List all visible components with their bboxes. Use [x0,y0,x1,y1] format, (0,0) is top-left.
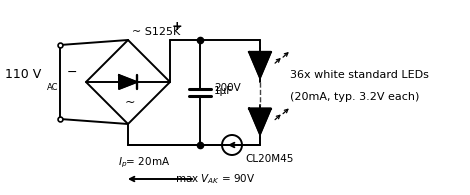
Text: ~ S125K: ~ S125K [132,27,180,37]
Text: 1μF: 1μF [214,86,233,96]
Text: (20mA, typ. 3.2V each): (20mA, typ. 3.2V each) [290,92,419,102]
Polygon shape [249,52,271,78]
Text: ~: ~ [125,96,135,108]
Text: 200V: 200V [214,83,241,93]
Text: −: − [67,66,77,79]
Text: 36x white standard LEDs: 36x white standard LEDs [290,70,429,80]
Polygon shape [119,75,137,89]
Polygon shape [249,108,271,135]
Text: CL20M45: CL20M45 [245,154,293,164]
Text: AC: AC [47,82,58,91]
Text: max $V_{AK}$ = 90V: max $V_{AK}$ = 90V [175,172,256,186]
Text: +: + [172,20,183,33]
Text: $I_p$= 20mA: $I_p$= 20mA [118,156,170,170]
Text: 110 V: 110 V [5,67,41,81]
